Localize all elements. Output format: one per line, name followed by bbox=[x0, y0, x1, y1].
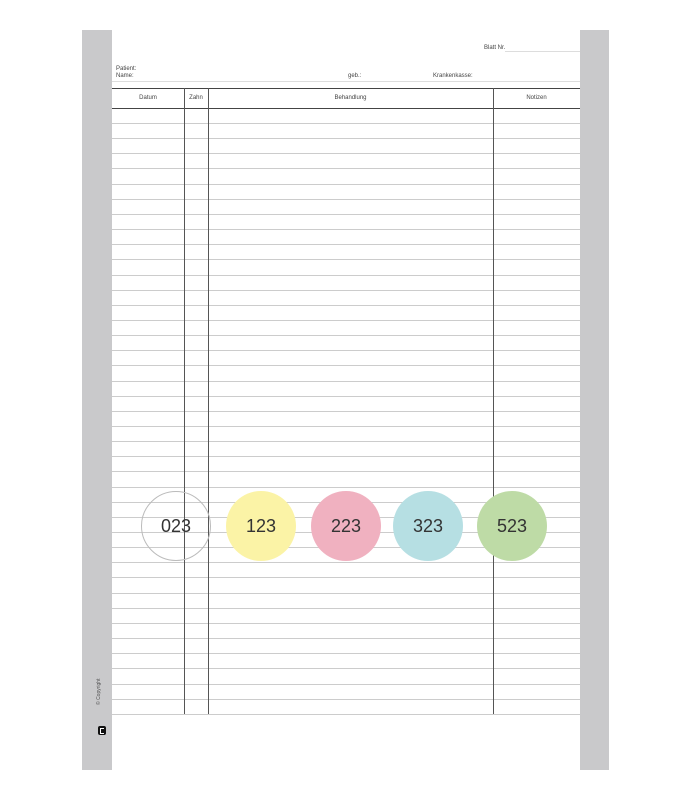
table-row-line bbox=[112, 411, 580, 412]
table-row-line bbox=[112, 168, 580, 169]
blatt-label: Blatt Nr. bbox=[484, 45, 506, 51]
table-row-line bbox=[112, 638, 580, 639]
copyright-text: © Copyright bbox=[96, 678, 102, 705]
table-row-line bbox=[112, 290, 580, 291]
geb-label: geb.: bbox=[348, 73, 362, 79]
column-divider bbox=[184, 88, 185, 714]
table-row-line bbox=[112, 623, 580, 624]
patient-label: Patient: bbox=[116, 66, 137, 72]
right-margin-strip bbox=[580, 30, 609, 770]
sample-circle-white: 023 bbox=[141, 491, 211, 561]
col-datum: Datum bbox=[139, 95, 157, 101]
table-row-line bbox=[112, 199, 580, 200]
table-row-line bbox=[112, 259, 580, 260]
table-row-line bbox=[112, 653, 580, 654]
table-row-line bbox=[112, 471, 580, 472]
table-row-line bbox=[112, 365, 580, 366]
table-row-line bbox=[112, 244, 580, 245]
col-notizen: Notizen bbox=[526, 95, 547, 101]
table-row-line bbox=[112, 184, 580, 185]
brand-logo-icon bbox=[98, 726, 106, 735]
table-row-line bbox=[112, 456, 580, 457]
sample-circle-pink: 223 bbox=[311, 491, 381, 561]
table-row-line bbox=[112, 668, 580, 669]
table-row-line bbox=[112, 381, 580, 382]
table-top-border bbox=[112, 88, 580, 89]
table-row-line bbox=[112, 123, 580, 124]
name-label: Name: bbox=[116, 73, 134, 79]
blatt-line bbox=[505, 51, 580, 52]
table-row-line bbox=[112, 593, 580, 594]
table-row-line bbox=[112, 608, 580, 609]
kasse-label: Krankenkasse: bbox=[433, 73, 473, 79]
table-row-line bbox=[112, 714, 580, 715]
table-row-line bbox=[112, 396, 580, 397]
col-behandlung: Behandlung bbox=[334, 95, 367, 101]
circle-label: 223 bbox=[330, 515, 362, 536]
name-line bbox=[112, 81, 580, 82]
circle-label: 023 bbox=[160, 515, 192, 536]
table-row-line bbox=[112, 320, 580, 321]
table-row-line bbox=[112, 426, 580, 427]
table-row-line bbox=[112, 699, 580, 700]
left-margin-strip bbox=[82, 30, 112, 770]
column-divider bbox=[208, 88, 209, 714]
table-row-line bbox=[112, 153, 580, 154]
table-row-line bbox=[112, 577, 580, 578]
table-row-line bbox=[112, 138, 580, 139]
table-row-line bbox=[112, 684, 580, 685]
table-row-line bbox=[112, 562, 580, 563]
table-row-line bbox=[112, 487, 580, 488]
table-header-border bbox=[112, 108, 580, 109]
table-row-line bbox=[112, 350, 580, 351]
table-row-line bbox=[112, 335, 580, 336]
table-row-line bbox=[112, 275, 580, 276]
table-row-line bbox=[112, 305, 580, 306]
circle-label: 523 bbox=[496, 515, 528, 536]
sample-circle-yellow: 123 bbox=[226, 491, 296, 561]
circle-label: 323 bbox=[412, 515, 444, 536]
column-divider bbox=[493, 88, 494, 714]
sample-circle-blue: 323 bbox=[393, 491, 463, 561]
sample-circle-green: 523 bbox=[477, 491, 547, 561]
table-row-line bbox=[112, 214, 580, 215]
table-row-line bbox=[112, 441, 580, 442]
col-zahn: Zahn bbox=[189, 95, 203, 101]
table-row-line bbox=[112, 229, 580, 230]
circle-label: 123 bbox=[245, 515, 277, 536]
